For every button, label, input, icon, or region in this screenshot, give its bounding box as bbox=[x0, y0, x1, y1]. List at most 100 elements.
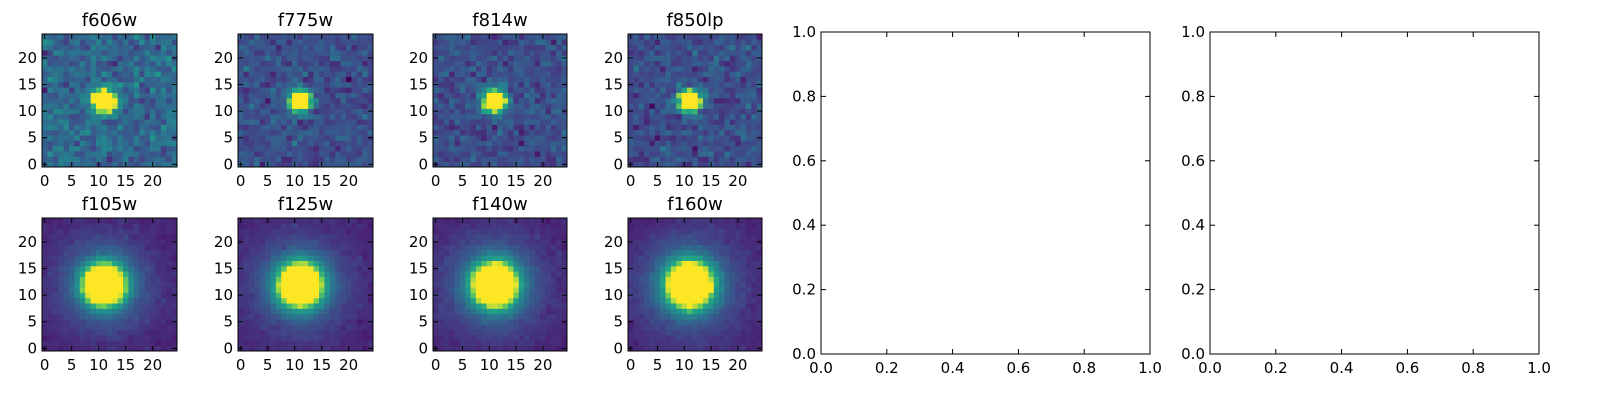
heatmap-cell bbox=[628, 303, 634, 309]
heatmap-cell bbox=[751, 65, 758, 72]
heatmap-cell bbox=[670, 60, 677, 67]
heatmap-cell bbox=[346, 260, 352, 267]
heatmap-cell bbox=[133, 65, 140, 72]
heatmap-cell bbox=[133, 129, 140, 136]
heatmap-cell bbox=[550, 249, 557, 256]
heatmap-cell bbox=[502, 151, 509, 157]
heatmap-cell bbox=[90, 324, 97, 331]
heatmap-cell bbox=[96, 329, 102, 336]
heatmap-cell bbox=[128, 324, 135, 331]
heatmap-cell bbox=[346, 49, 352, 56]
heatmap-cell bbox=[524, 308, 530, 315]
heatmap-cell bbox=[243, 161, 250, 168]
heatmap-cell bbox=[275, 255, 282, 261]
heatmap-cell bbox=[324, 161, 331, 168]
heatmap-cell bbox=[243, 292, 250, 299]
heatmap-cell bbox=[297, 145, 304, 152]
heatmap-cell bbox=[540, 65, 546, 72]
heatmap-cell bbox=[319, 260, 325, 267]
heatmap-cell bbox=[454, 113, 461, 120]
heatmap-cell bbox=[248, 76, 255, 83]
heatmap-cell bbox=[144, 265, 151, 272]
heatmap-cell bbox=[254, 292, 260, 299]
heatmap-cell bbox=[319, 55, 325, 61]
heatmap-cell bbox=[155, 287, 162, 293]
heatmap-cell bbox=[85, 140, 91, 147]
heatmap-cell bbox=[438, 239, 445, 245]
heatmap-cell bbox=[697, 81, 704, 88]
heatmap-cell bbox=[243, 151, 250, 157]
heatmap-cell bbox=[248, 108, 255, 115]
heatmap-cell bbox=[265, 244, 271, 251]
heatmap-cell bbox=[497, 119, 504, 125]
heatmap-cell bbox=[144, 319, 151, 325]
axes-frame bbox=[432, 217, 568, 352]
heatmap-cell bbox=[540, 92, 546, 99]
heatmap-cell bbox=[724, 34, 731, 40]
heatmap-cell bbox=[518, 161, 525, 168]
heatmap-cell bbox=[238, 287, 244, 293]
heatmap-cell bbox=[270, 119, 277, 125]
heatmap-cell bbox=[556, 313, 563, 320]
heatmap-cell bbox=[481, 92, 487, 99]
heatmap-cell bbox=[171, 39, 178, 46]
heatmap-cell bbox=[367, 76, 374, 83]
heatmap-cell bbox=[756, 34, 763, 40]
heatmap-cell bbox=[449, 44, 455, 51]
heatmap-cell bbox=[497, 223, 504, 230]
heatmap-cell bbox=[117, 297, 124, 304]
heatmap-cell bbox=[491, 345, 498, 352]
heatmap-cell bbox=[340, 124, 347, 131]
heatmap-cell bbox=[470, 228, 477, 235]
heatmap-cell bbox=[686, 145, 693, 152]
heatmap-cell bbox=[708, 335, 715, 341]
heatmap-cell bbox=[74, 281, 81, 288]
heatmap-cell bbox=[735, 119, 741, 125]
heatmap-cell bbox=[486, 308, 493, 315]
heatmap-cell bbox=[665, 108, 672, 115]
heatmap-cell bbox=[297, 345, 304, 352]
heatmap-cell bbox=[112, 49, 118, 56]
heatmap-cell bbox=[502, 129, 509, 136]
heatmap-cell bbox=[160, 260, 167, 267]
heatmap-cell bbox=[708, 313, 715, 320]
heatmap-cell bbox=[719, 156, 725, 163]
heatmap-cell bbox=[90, 39, 97, 46]
heatmap-cell bbox=[117, 287, 124, 293]
heatmap-cell bbox=[508, 34, 514, 40]
heatmap-cell bbox=[513, 313, 520, 320]
heatmap-cell bbox=[313, 97, 320, 104]
heatmap-cell bbox=[556, 297, 563, 304]
heatmap-cell bbox=[745, 71, 752, 77]
heatmap-cell bbox=[160, 39, 167, 46]
heatmap-cell bbox=[438, 161, 445, 168]
heatmap-cell bbox=[90, 34, 97, 40]
heatmap-cell bbox=[486, 287, 493, 293]
heatmap-cell bbox=[319, 135, 325, 141]
heatmap-cell bbox=[454, 108, 461, 115]
heatmap-cell bbox=[550, 223, 557, 230]
heatmap-cell bbox=[534, 260, 541, 267]
heatmap-cell bbox=[524, 319, 530, 325]
heatmap-cell bbox=[556, 151, 563, 157]
heatmap-cell bbox=[96, 135, 102, 141]
heatmap-cell bbox=[676, 34, 682, 40]
heatmap-cell bbox=[150, 39, 156, 46]
heatmap-cell bbox=[497, 303, 504, 309]
x-tick-label: 15 bbox=[702, 172, 721, 190]
heatmap-cell bbox=[459, 308, 466, 315]
heatmap-cell bbox=[540, 87, 546, 93]
heatmap-cell bbox=[491, 313, 498, 320]
heatmap-cell bbox=[713, 65, 720, 72]
heatmap-cell bbox=[756, 92, 763, 99]
heatmap-cell bbox=[112, 129, 118, 136]
heatmap-cell bbox=[367, 124, 374, 131]
heatmap-cell bbox=[534, 140, 541, 147]
heatmap-cell bbox=[281, 113, 287, 120]
heatmap-cell bbox=[438, 329, 445, 336]
heatmap-cell bbox=[697, 156, 704, 163]
heatmap-cell bbox=[123, 281, 129, 288]
heatmap-cell bbox=[248, 49, 255, 56]
heatmap-cell bbox=[308, 265, 314, 272]
heatmap-cell bbox=[123, 76, 129, 83]
